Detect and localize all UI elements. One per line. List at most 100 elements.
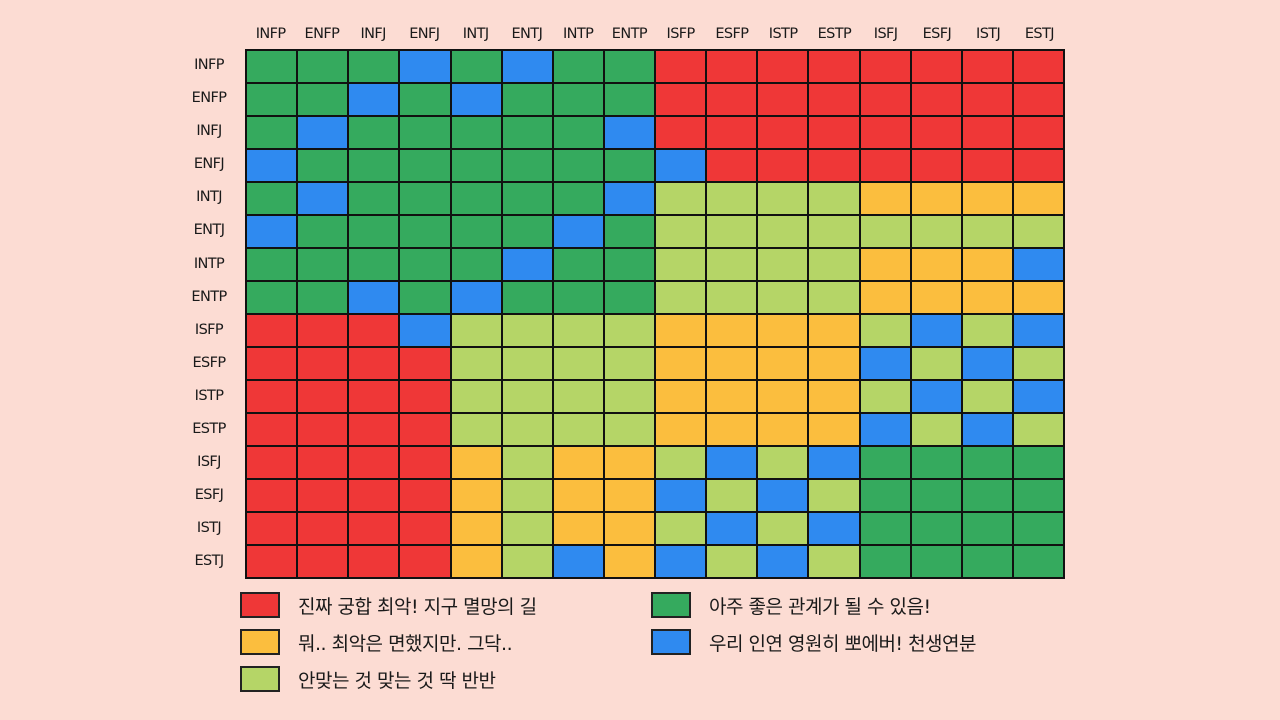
grid-cell — [962, 216, 1012, 247]
grid-cell — [809, 150, 859, 181]
grid-cell — [349, 117, 399, 148]
grid-cell — [809, 513, 859, 544]
column-header: ENTP — [611, 26, 648, 42]
grid-cell — [962, 282, 1012, 313]
grid-cell — [298, 381, 348, 412]
grid-cell — [656, 348, 706, 379]
grid-cell — [349, 513, 399, 544]
grid-cell — [860, 348, 910, 379]
column-header: INTP — [562, 26, 594, 42]
grid-cell — [247, 183, 297, 214]
grid-cell — [451, 216, 501, 247]
grid-cell — [451, 513, 501, 544]
grid-cell — [707, 117, 757, 148]
grid-cell — [758, 315, 808, 346]
grid-cell — [502, 150, 552, 181]
grid-cell — [1013, 183, 1063, 214]
grid-cell — [553, 249, 603, 280]
grid-cell — [451, 249, 501, 280]
grid-cell — [707, 282, 757, 313]
grid-cell — [656, 183, 706, 214]
grid-cell — [707, 150, 757, 181]
grid-cell — [451, 480, 501, 511]
grid-cell — [400, 117, 450, 148]
grid-cell — [502, 447, 552, 478]
row-header: ENTP — [191, 288, 227, 305]
grid-cell — [758, 447, 808, 478]
legend-item-soulmate: 우리 인연 영원히 뽀에버! 천생연분 — [651, 627, 977, 657]
grid-cell — [860, 51, 910, 82]
grid-cell — [349, 447, 399, 478]
grid-cell — [502, 216, 552, 247]
grid-cell — [553, 348, 603, 379]
grid-cell — [502, 249, 552, 280]
grid-cell — [502, 414, 552, 445]
legend-item-worst: 진짜 궁합 최악! 지구 멸망의 길 — [240, 590, 537, 620]
grid-cell — [349, 480, 399, 511]
grid-cell — [707, 183, 757, 214]
grid-cell — [809, 480, 859, 511]
grid-cell — [247, 513, 297, 544]
grid-cell — [1013, 84, 1063, 115]
row-header: ISFJ — [197, 454, 221, 471]
grid-cell — [656, 315, 706, 346]
grid-cell — [247, 150, 297, 181]
grid-cell — [1013, 546, 1063, 577]
grid-cell — [451, 315, 501, 346]
row-header: INFJ — [196, 123, 222, 140]
grid-cell — [298, 84, 348, 115]
grid-cell — [451, 348, 501, 379]
grid-cell — [707, 414, 757, 445]
row-header: INFP — [194, 57, 224, 73]
grid-cell — [298, 117, 348, 148]
grid-cell — [656, 51, 706, 82]
grid-cell — [451, 183, 501, 214]
grid-cell — [656, 381, 706, 412]
legend-swatch-red — [240, 592, 280, 618]
grid-cell — [656, 150, 706, 181]
grid-cell — [349, 348, 399, 379]
legend-label: 아주 좋은 관계가 될 수 있음! — [709, 595, 931, 618]
column-header: ENFJ — [409, 26, 440, 42]
grid-cell — [962, 381, 1012, 412]
grid-cell — [860, 282, 910, 313]
row-header: ENTJ — [193, 222, 225, 239]
grid-cell — [604, 513, 654, 544]
grid-cell — [604, 381, 654, 412]
column-header: INFJ — [360, 26, 386, 42]
grid-cell — [809, 51, 859, 82]
grid-cell — [962, 117, 1012, 148]
grid-cell — [809, 315, 859, 346]
grid-cell — [349, 282, 399, 313]
grid-cell — [860, 381, 910, 412]
legend-label: 우리 인연 영원히 뽀에버! 천생연분 — [709, 632, 977, 655]
row-headers: INFP ENFP INFJ ENFJ INTJ ENTJ INTP ENTP ISFP ESFP… — [176, 49, 242, 579]
grid-cell — [553, 381, 603, 412]
grid-cell — [962, 513, 1012, 544]
grid-cell — [656, 84, 706, 115]
grid-cell — [911, 348, 961, 379]
grid-cell — [911, 282, 961, 313]
row-header: INTJ — [196, 189, 222, 206]
grid-cell — [1013, 513, 1063, 544]
grid-cell — [400, 150, 450, 181]
grid-cell — [1013, 150, 1063, 181]
grid-cell — [400, 414, 450, 445]
grid-cell — [247, 84, 297, 115]
grid-cell — [962, 480, 1012, 511]
grid-cell — [1013, 216, 1063, 247]
grid-cell — [911, 315, 961, 346]
grid-cell — [349, 183, 399, 214]
legend-item-meh: 뭐.. 최악은 면했지만. 그닥.. — [240, 627, 513, 657]
grid-cell — [247, 414, 297, 445]
grid-cell — [298, 51, 348, 82]
grid-cell — [758, 216, 808, 247]
grid-cell — [502, 117, 552, 148]
grid-cell — [247, 447, 297, 478]
grid-cell — [707, 315, 757, 346]
grid-cell — [247, 249, 297, 280]
grid-cell — [707, 216, 757, 247]
grid-cell — [758, 513, 808, 544]
grid-cell — [451, 447, 501, 478]
grid-cell — [1013, 381, 1063, 412]
